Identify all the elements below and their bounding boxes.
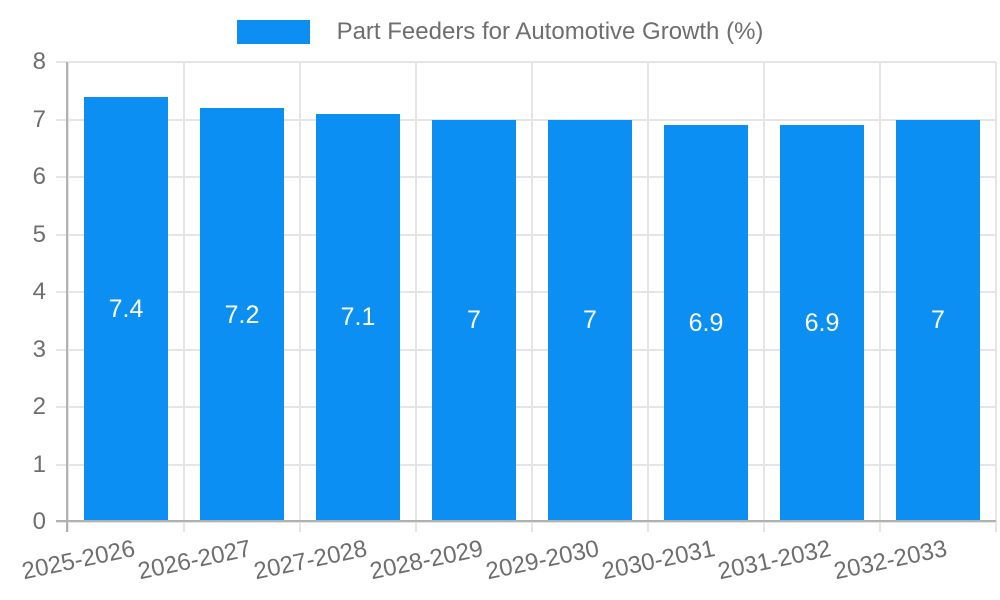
bar-value-label: 7.1 bbox=[340, 303, 376, 332]
v-gridline bbox=[763, 62, 765, 532]
bar-value-label: 7 bbox=[931, 306, 945, 335]
y-axis-tick-label: 8 bbox=[32, 48, 46, 75]
h-gridline bbox=[56, 406, 996, 408]
bar-2026-2027: 7.2 bbox=[200, 108, 284, 522]
bar-value-label: 6.9 bbox=[688, 309, 724, 338]
bar-2029-2030: 7 bbox=[548, 119, 632, 522]
legend[interactable]: Part Feeders for Automotive Growth (%) bbox=[0, 18, 1000, 46]
y-axis-tick-label: 7 bbox=[32, 105, 46, 133]
bar-2027-2028: 7.1 bbox=[316, 113, 400, 522]
h-gridline bbox=[56, 463, 996, 466]
v-gridline bbox=[647, 62, 649, 532]
h-gridline bbox=[56, 348, 996, 351]
y-axis-tick-label: 5 bbox=[32, 220, 46, 248]
h-gridline bbox=[56, 176, 996, 178]
bar-value-label: 7 bbox=[467, 306, 481, 335]
y-axis-tick-label: 3 bbox=[32, 335, 46, 363]
h-gridline bbox=[56, 233, 996, 236]
v-gridline bbox=[299, 62, 301, 532]
bar-value-label: 7 bbox=[583, 306, 597, 335]
bar-value-label: 7.2 bbox=[224, 300, 260, 329]
legend-swatch bbox=[236, 20, 310, 44]
v-gridline bbox=[995, 62, 997, 532]
bar-2028-2029: 7 bbox=[432, 119, 516, 522]
h-gridline bbox=[56, 521, 996, 523]
bar-value-label: 7.4 bbox=[108, 294, 144, 323]
h-gridline bbox=[56, 118, 996, 121]
bar-2025-2026: 7.4 bbox=[84, 96, 168, 522]
chart-title: Part Feeders for Automotive Growth (%) bbox=[336, 18, 764, 45]
v-gridline bbox=[67, 62, 69, 532]
y-axis-tick-label: 2 bbox=[32, 393, 46, 420]
v-gridline bbox=[879, 62, 881, 532]
bar-2032-2033: 7 bbox=[896, 119, 980, 522]
y-axis-tick-label: 4 bbox=[32, 278, 46, 305]
v-gridline bbox=[415, 62, 417, 532]
bar-2030-2031: 6.9 bbox=[664, 125, 748, 522]
v-gridline bbox=[183, 62, 185, 532]
plot-area: 7.4 7.2 7.1 7 7 6.9 6.9 7 bbox=[56, 61, 997, 532]
h-gridline bbox=[56, 61, 996, 63]
x-axis-line bbox=[56, 520, 996, 522]
h-gridline bbox=[56, 291, 996, 293]
y-axis-tick-label: 1 bbox=[32, 450, 46, 478]
bar-value-label: 6.9 bbox=[804, 309, 840, 338]
v-gridline bbox=[531, 62, 533, 532]
y-axis-tick-label: 6 bbox=[32, 163, 46, 190]
y-axis-tick-label: 0 bbox=[32, 508, 46, 535]
bar-2031-2032: 6.9 bbox=[780, 125, 864, 522]
y-axis-line bbox=[66, 62, 68, 532]
